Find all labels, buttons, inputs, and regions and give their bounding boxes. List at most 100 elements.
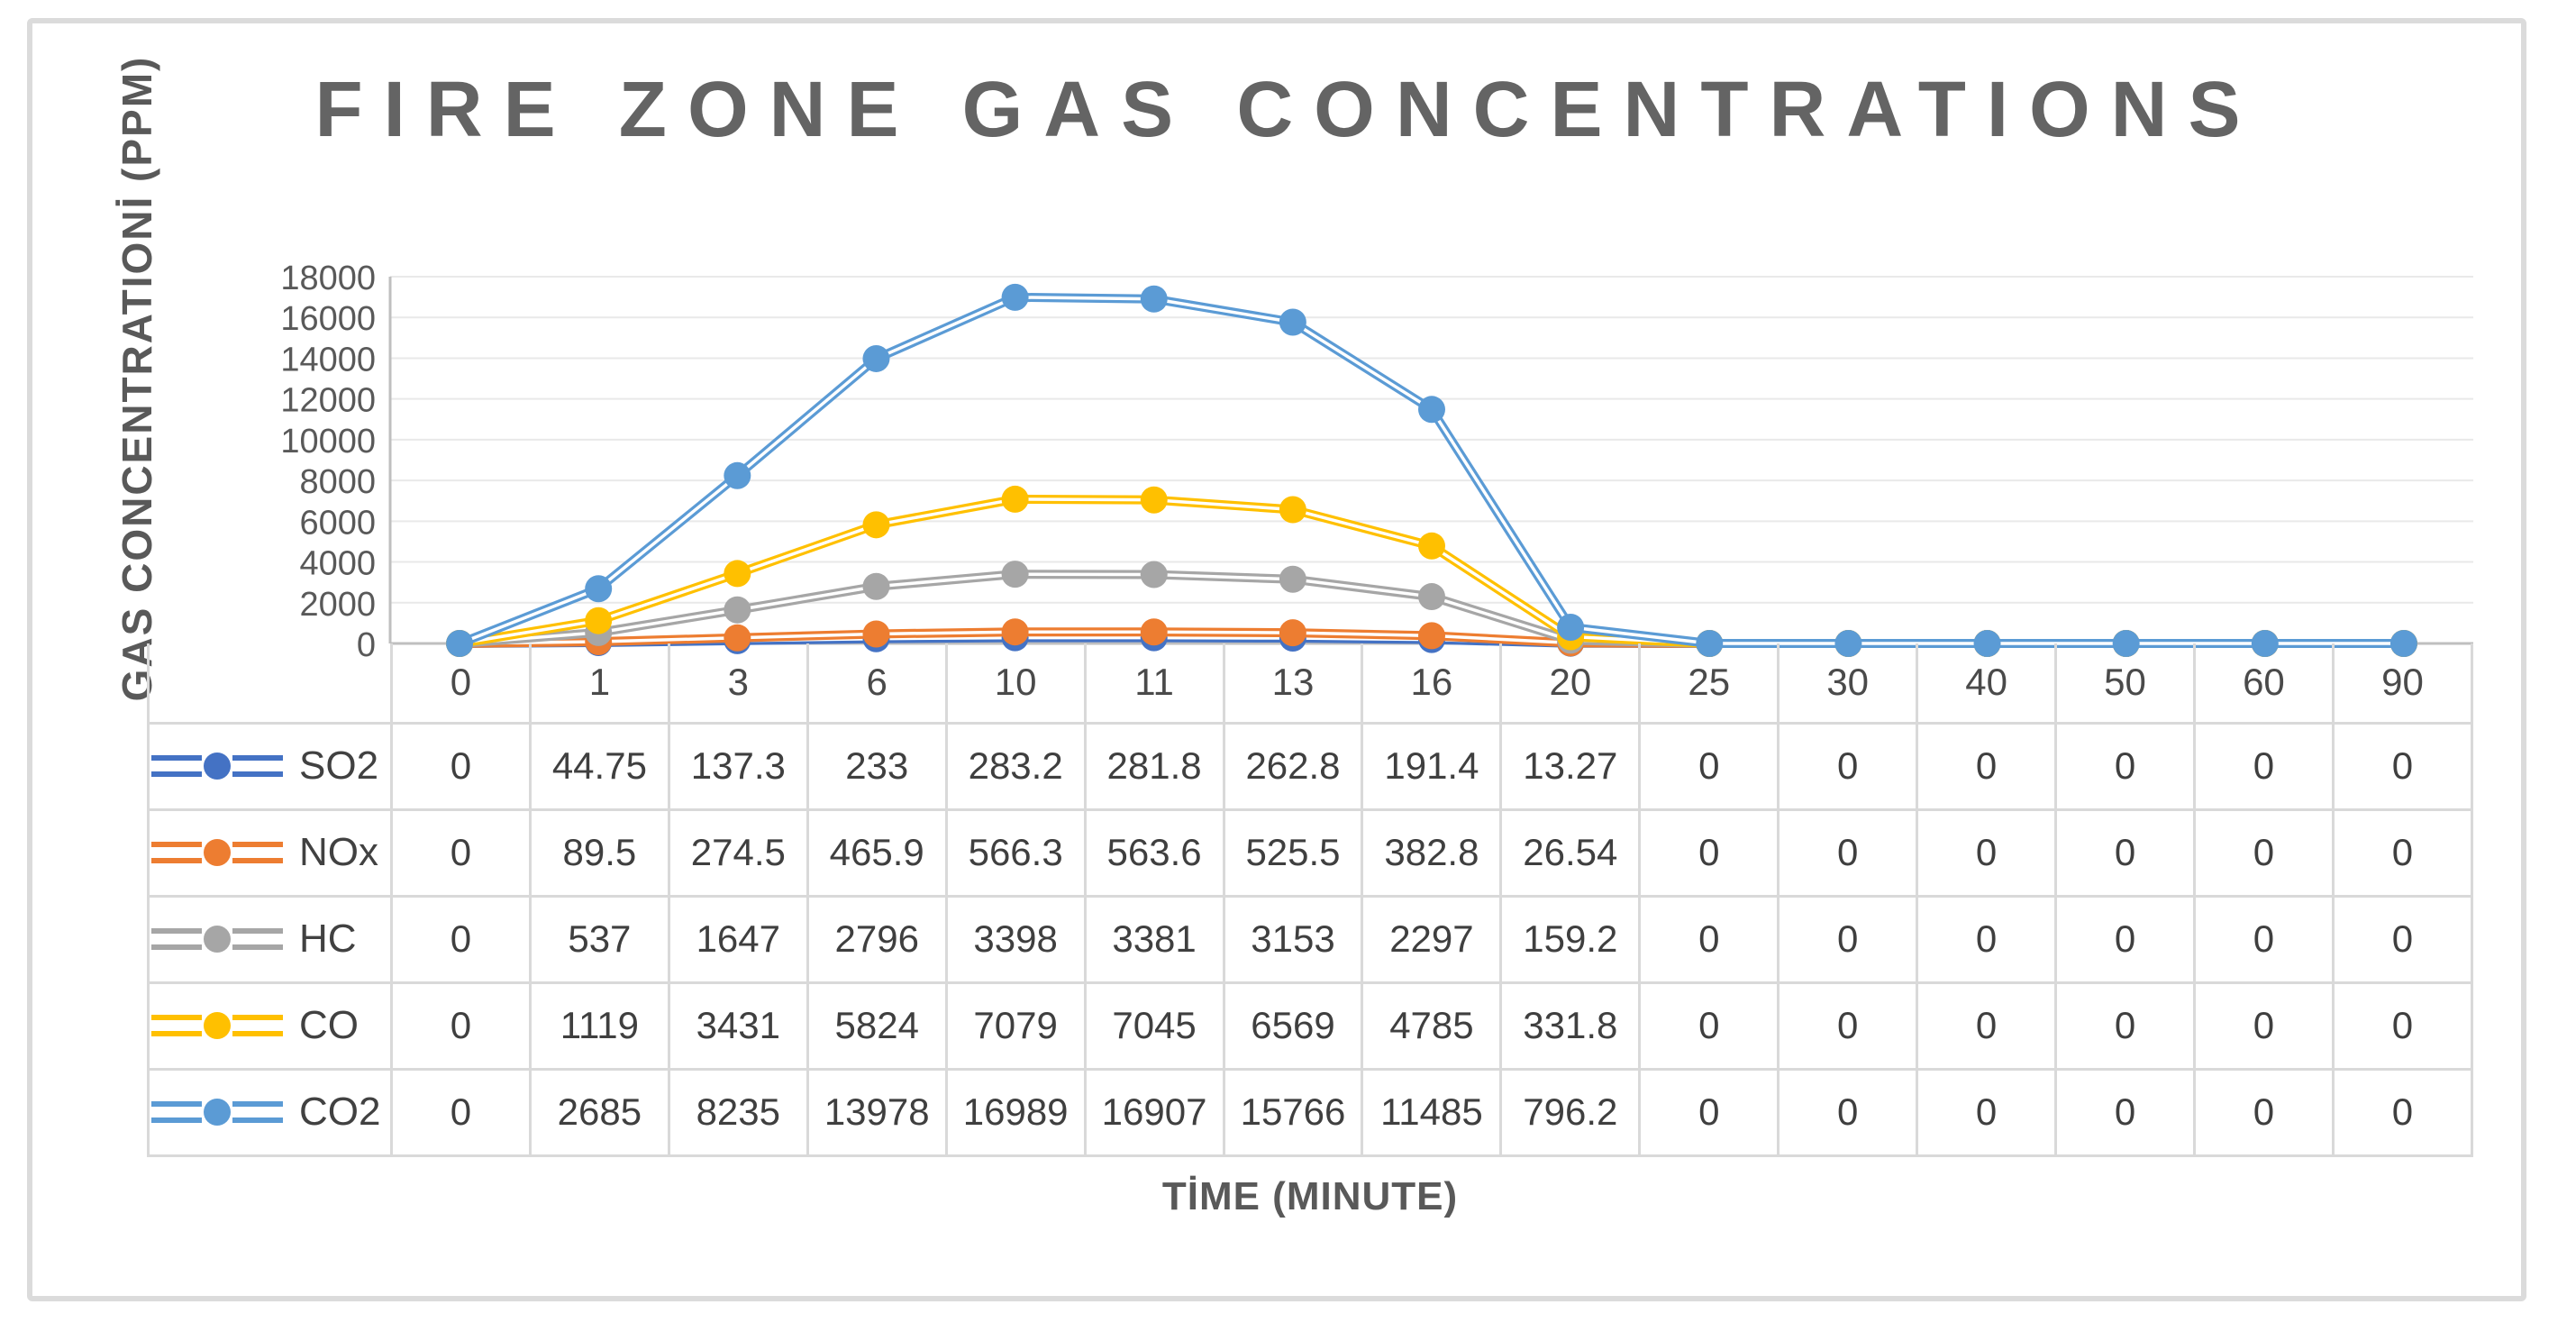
y-tick-label: 6000 bbox=[299, 504, 376, 542]
marker-HC bbox=[1279, 565, 1306, 593]
marker-CO2 bbox=[862, 344, 890, 372]
value-cell-HC: 0 bbox=[1777, 894, 1919, 984]
category-label: 0 bbox=[390, 643, 532, 725]
value-cell-CO: 4785 bbox=[1361, 981, 1503, 1071]
legend-cell-CO: CO bbox=[147, 981, 393, 1071]
marker-HC bbox=[1140, 561, 1168, 588]
marker-CO2 bbox=[1418, 396, 1445, 424]
table-corner-cell bbox=[147, 643, 393, 725]
value-cell-SO2: 0 bbox=[1638, 721, 1780, 811]
value-cell-NOx: 566.3 bbox=[944, 807, 1087, 898]
value-cell-CO2: 16907 bbox=[1083, 1067, 1225, 1157]
marker-CO bbox=[585, 607, 613, 634]
table-row-NOx: NOx 0 89.5 274.5 465.9 566.3 563.6 525.5 382.8 26… bbox=[147, 807, 2474, 898]
category-label: 11 bbox=[1083, 643, 1225, 725]
marker-CO bbox=[1279, 496, 1306, 524]
value-cell-NOx: 525.5 bbox=[1222, 807, 1364, 898]
value-cell-NOx: 0 bbox=[2331, 807, 2474, 898]
value-cell-CO: 7045 bbox=[1083, 981, 1225, 1071]
category-label: 16 bbox=[1361, 643, 1503, 725]
value-cell-NOx: 0 bbox=[1638, 807, 1780, 898]
value-cell-SO2: 0 bbox=[2331, 721, 2474, 811]
value-cell-SO2: 0 bbox=[2192, 721, 2335, 811]
marker-NOx bbox=[1418, 622, 1445, 650]
table-row-HC: HC 0 537 1647 2796 3398 3381 3153 2297 159.2 0 0 0 0 0… bbox=[147, 894, 2474, 984]
x-axis-title: TİME (MINUTE) bbox=[1161, 1174, 1459, 1218]
value-cell-SO2: 13.27 bbox=[1499, 721, 1642, 811]
value-cell-SO2: 44.75 bbox=[528, 721, 670, 811]
y-tick-label: 18000 bbox=[280, 260, 376, 297]
value-cell-CO: 0 bbox=[2054, 981, 2196, 1071]
value-cell-NOx: 0 bbox=[2054, 807, 2196, 898]
value-cell-SO2: 191.4 bbox=[1361, 721, 1503, 811]
marker-HC bbox=[1418, 583, 1445, 611]
value-cell-NOx: 0 bbox=[1916, 807, 2058, 898]
value-cell-SO2: 262.8 bbox=[1222, 721, 1364, 811]
series-label: CO bbox=[299, 1003, 359, 1047]
value-cell-CO: 0 bbox=[2331, 981, 2474, 1071]
legend-cell-NOx: NOx bbox=[147, 807, 393, 898]
value-cell-CO: 6569 bbox=[1222, 981, 1364, 1071]
value-cell-HC: 0 bbox=[2054, 894, 2196, 984]
category-label: 3 bbox=[667, 643, 809, 725]
value-cell-CO2: 13978 bbox=[806, 1067, 948, 1157]
category-label: 6 bbox=[806, 643, 948, 725]
value-cell-HC: 0 bbox=[390, 894, 532, 984]
value-cell-NOx: 0 bbox=[390, 807, 532, 898]
value-cell-HC: 0 bbox=[1638, 894, 1780, 984]
legend-key-icon-SO2 bbox=[151, 753, 283, 780]
value-cell-CO2: 0 bbox=[2192, 1067, 2335, 1157]
legend-cell-SO2: SO2 bbox=[147, 721, 393, 811]
marker-CO2 bbox=[1557, 613, 1585, 641]
legend-entry-NOx: NOx bbox=[151, 829, 389, 876]
legend-key-icon-CO bbox=[151, 1012, 283, 1039]
value-cell-CO: 0 bbox=[1638, 981, 1780, 1071]
marker-HC bbox=[724, 596, 751, 624]
category-label: 90 bbox=[2331, 643, 2474, 725]
value-cell-CO: 0 bbox=[2192, 981, 2335, 1071]
value-cell-CO: 0 bbox=[1777, 981, 1919, 1071]
marker-CO bbox=[1140, 486, 1168, 514]
value-cell-NOx: 89.5 bbox=[528, 807, 670, 898]
marker-HC bbox=[1001, 561, 1029, 588]
value-cell-SO2: 0 bbox=[1916, 721, 2058, 811]
value-cell-CO2: 0 bbox=[1638, 1067, 1780, 1157]
value-cell-SO2: 283.2 bbox=[944, 721, 1087, 811]
value-cell-CO: 5824 bbox=[806, 981, 948, 1071]
marker-CO bbox=[724, 560, 751, 588]
y-tick-label: 14000 bbox=[280, 341, 376, 379]
legend-entry-CO: CO bbox=[151, 1002, 389, 1049]
marker-NOx bbox=[1140, 618, 1168, 646]
table-row-CO2: CO2 0 2685 8235 13978 16989 16907 15766 11485 796… bbox=[147, 1067, 2474, 1157]
value-cell-NOx: 0 bbox=[2192, 807, 2335, 898]
value-cell-HC: 0 bbox=[2331, 894, 2474, 984]
value-cell-CO: 1119 bbox=[528, 981, 670, 1071]
value-cell-CO2: 11485 bbox=[1361, 1067, 1503, 1157]
marker-CO bbox=[1418, 532, 1445, 560]
legend-cell-CO2: CO2 bbox=[147, 1067, 393, 1157]
marker-CO2 bbox=[1001, 283, 1029, 311]
value-cell-CO2: 796.2 bbox=[1499, 1067, 1642, 1157]
table-row-CO: CO 0 1119 3431 5824 7079 7045 6569 4785 331.8 0 0 0 0… bbox=[147, 981, 2474, 1071]
marker-CO2 bbox=[1279, 308, 1306, 336]
chart-title: FIRE ZONE GAS CONCENTRATIONS bbox=[314, 66, 2262, 153]
category-label: 10 bbox=[944, 643, 1087, 725]
legend-entry-CO2: CO2 bbox=[151, 1089, 389, 1136]
series-label: SO2 bbox=[299, 743, 379, 788]
category-label: 13 bbox=[1222, 643, 1364, 725]
category-label: 40 bbox=[1916, 643, 2058, 725]
y-tick-label: 16000 bbox=[280, 300, 376, 338]
marker-CO bbox=[1001, 485, 1029, 513]
value-cell-NOx: 0 bbox=[1777, 807, 1919, 898]
y-tick-label: 8000 bbox=[299, 463, 376, 501]
legend-key-icon-CO2 bbox=[151, 1099, 283, 1126]
series-label: CO2 bbox=[299, 1090, 381, 1134]
category-label: 50 bbox=[2054, 643, 2196, 725]
y-tick-label: 4000 bbox=[299, 545, 376, 583]
value-cell-SO2: 0 bbox=[1777, 721, 1919, 811]
value-cell-SO2: 0 bbox=[2054, 721, 2196, 811]
value-cell-HC: 0 bbox=[2192, 894, 2335, 984]
y-tick-label: 12000 bbox=[280, 382, 376, 420]
marker-HC bbox=[862, 572, 890, 600]
